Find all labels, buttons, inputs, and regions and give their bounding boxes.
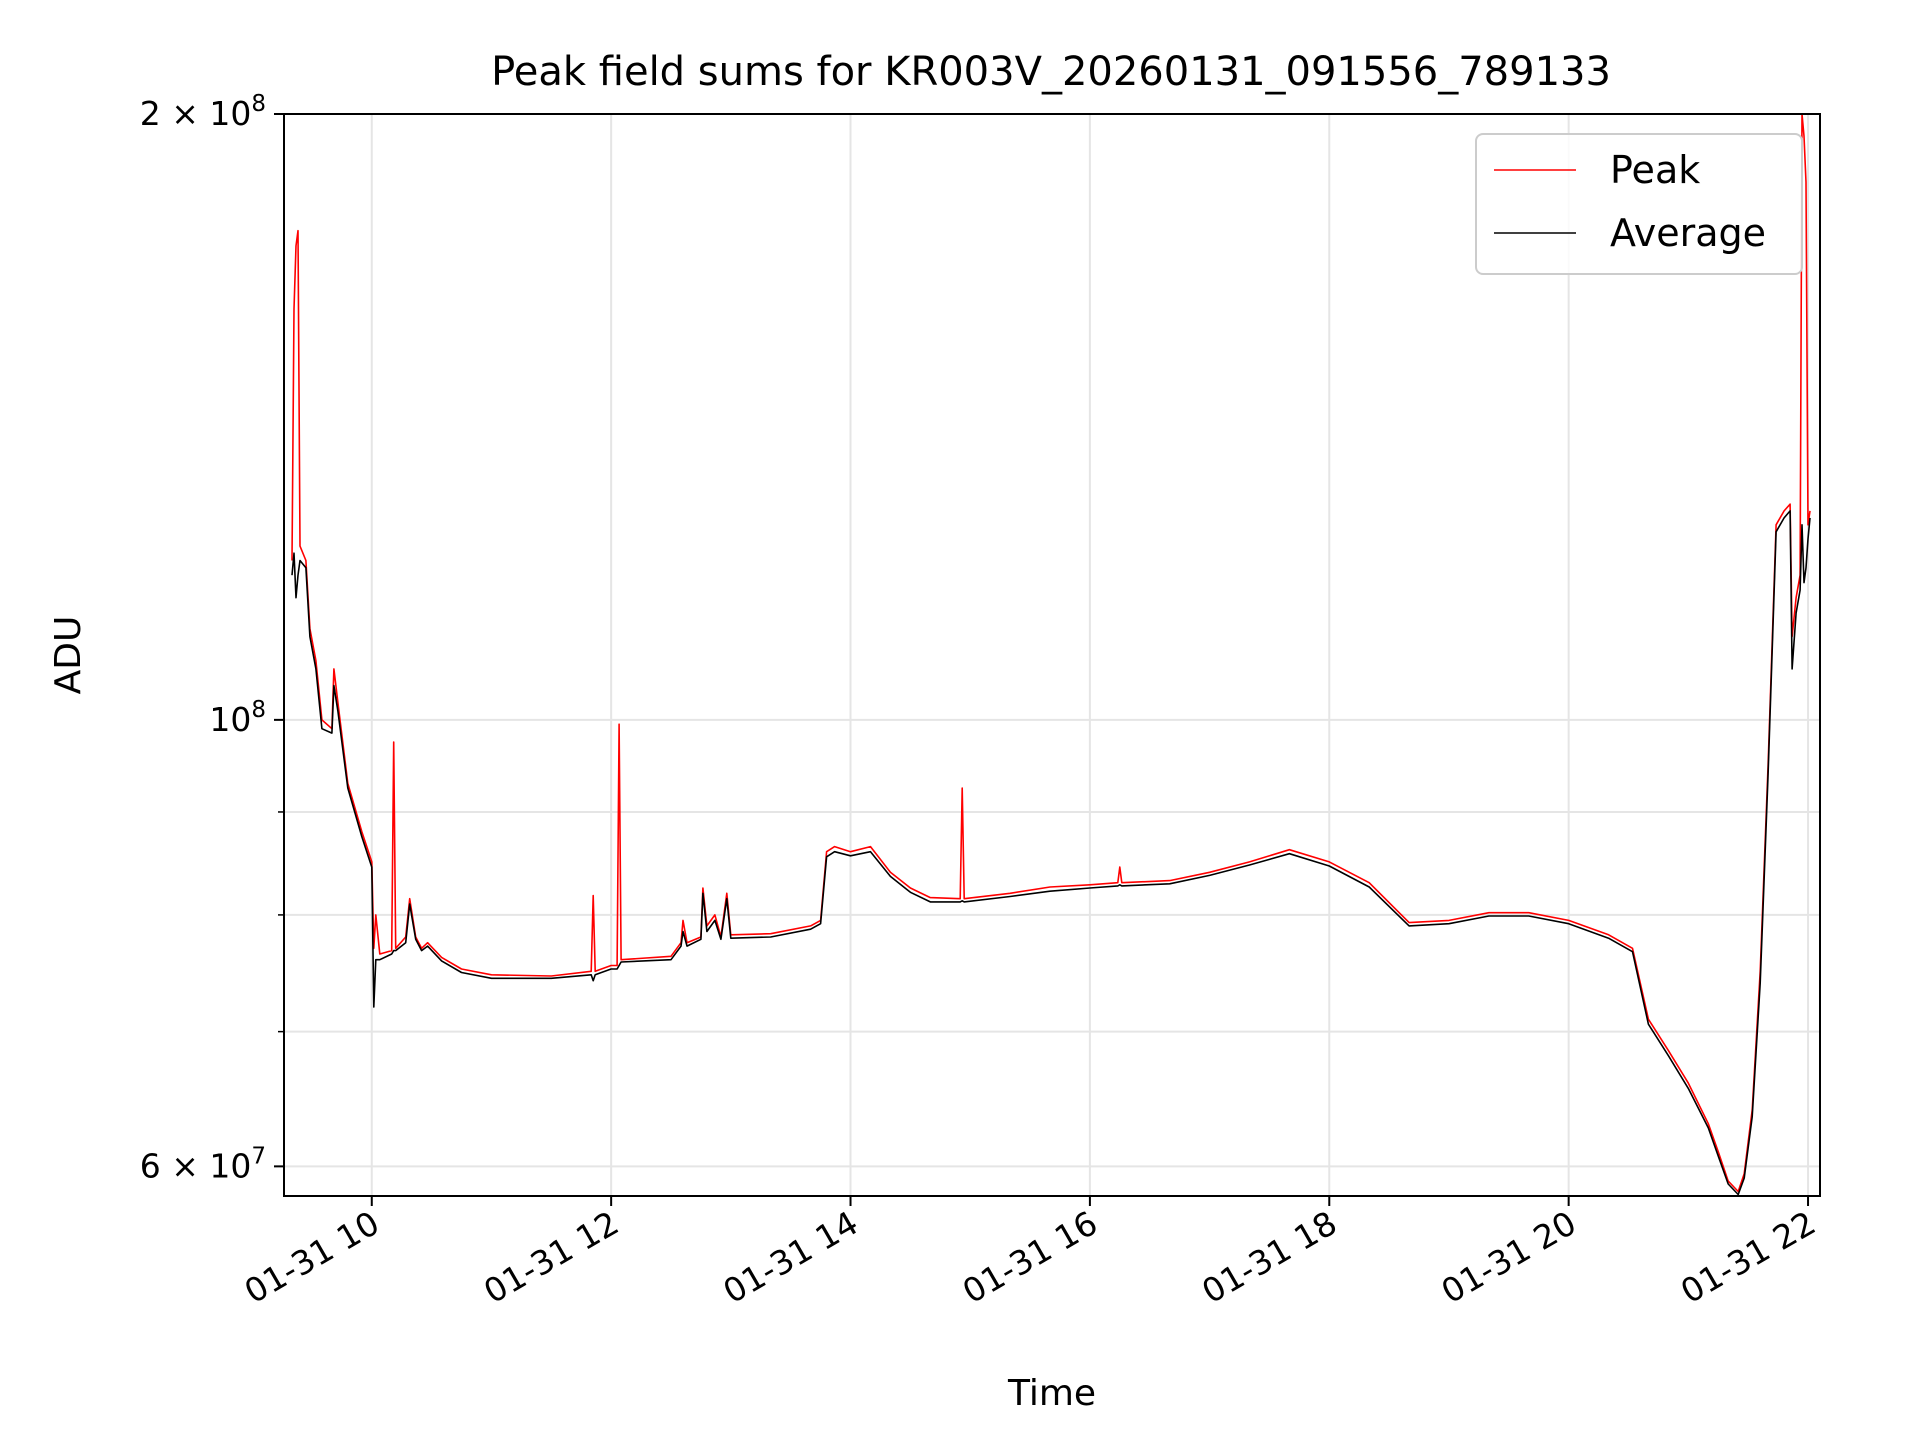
legend: Peak Average xyxy=(1475,133,1803,275)
x-axis-label: Time xyxy=(1007,1373,1096,1414)
y-axis-label: ADU xyxy=(48,616,89,695)
series-line-average xyxy=(291,510,1811,1196)
series-layer xyxy=(291,114,1811,1196)
y-tick-label: 108 xyxy=(209,697,266,739)
chart-title: Peak field sums for KR003V_20260131_0915… xyxy=(491,49,1611,95)
legend-label-average: Average xyxy=(1610,211,1766,255)
y-tick-label: 6 × 107 xyxy=(140,1143,266,1185)
legend-label-peak: Peak xyxy=(1610,148,1700,192)
plot-frame xyxy=(283,113,1821,1197)
y-tick-label: 2 × 108 xyxy=(140,91,266,133)
legend-box xyxy=(1475,133,1803,275)
grid xyxy=(284,113,1820,1196)
